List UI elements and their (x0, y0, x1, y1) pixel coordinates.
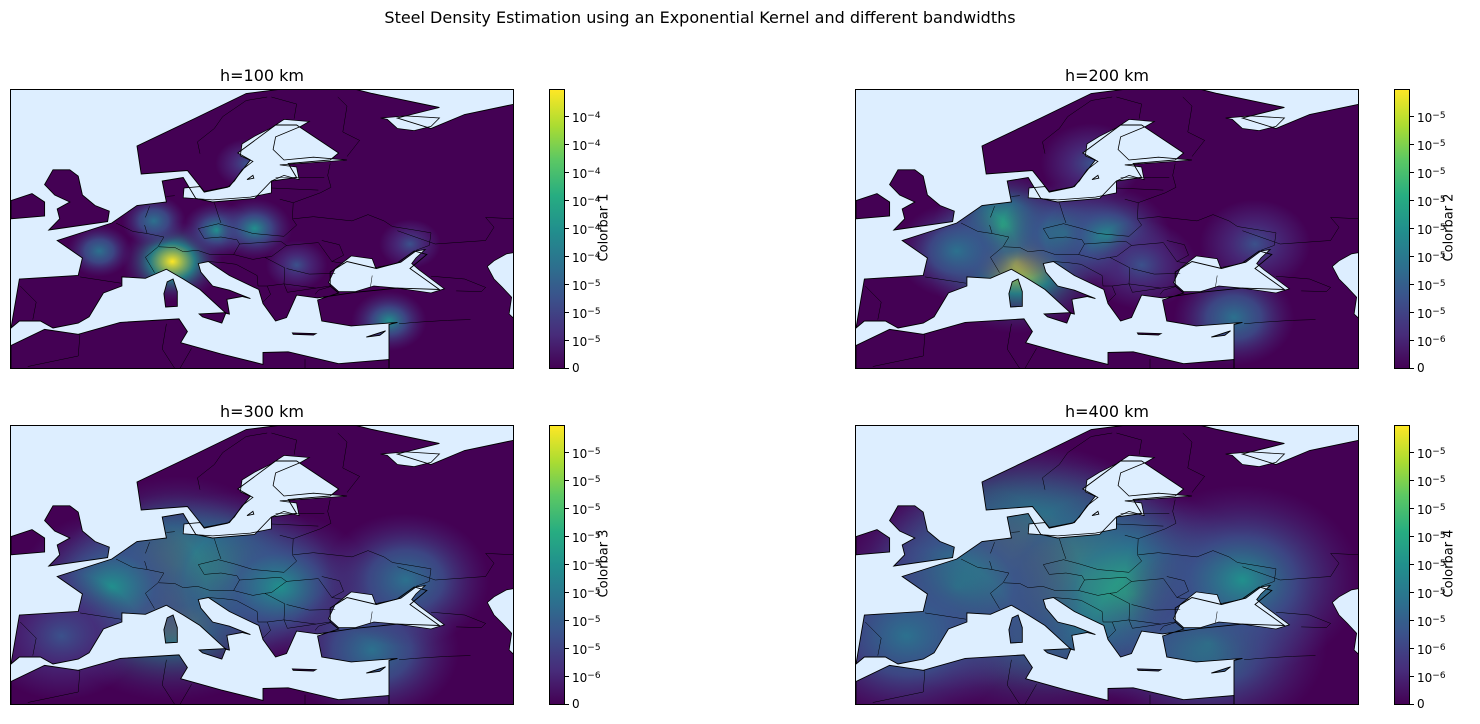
colorbar-tick-mark (1410, 200, 1414, 201)
colorbar-tick-label: 10−5 (1417, 279, 1446, 293)
colorbar-tick-mark (1410, 480, 1414, 481)
colorbar-tick-mark (1410, 648, 1414, 649)
colorbar-tick-mark (565, 256, 569, 257)
colorbar-tick-label: 10−4 (572, 195, 601, 209)
colorbar-tick-mark (565, 228, 569, 229)
density-hotspot (217, 198, 293, 259)
colorbar-tick-label: 0 (572, 361, 580, 375)
colorbar-tick-mark (1410, 704, 1414, 705)
colorbar-tick-mark (1410, 564, 1414, 565)
density-hotspot (856, 548, 1016, 704)
colorbar-tick-label: 10−6 (1417, 671, 1446, 685)
colorbar-tick-label: 10−5 (1417, 167, 1446, 181)
colorbar-tick-label: 10−5 (572, 531, 601, 545)
figure-title: Steel Density Estimation using an Expone… (384, 8, 1016, 27)
colorbar-tick-mark (565, 368, 569, 369)
colorbar-tick-label: 10−5 (1417, 251, 1446, 265)
colorbar-tick-mark (565, 284, 569, 285)
colorbar-tick-mark (565, 676, 569, 677)
density-hotspot (1086, 220, 1197, 310)
panel-2-map (855, 89, 1359, 369)
colorbar-tick-mark (1410, 172, 1414, 173)
colorbar-tick-label: 10−4 (572, 139, 601, 153)
colorbar-tick-label: 10−5 (572, 335, 601, 349)
colorbar-tick-mark (1410, 368, 1414, 369)
colorbar-tick-label: 10−4 (572, 167, 601, 181)
colorbar-tick-label: 10−5 (572, 503, 601, 517)
panel-4-map (855, 425, 1359, 705)
colorbar-tick-label: 10−5 (572, 587, 601, 601)
colorbar-tick-mark (565, 564, 569, 565)
colorbar-tick-label: 10−5 (1417, 223, 1446, 237)
colorbar-tick-label: 10−4 (572, 223, 601, 237)
colorbar-tick-label: 10−6 (1417, 643, 1446, 657)
colorbar-tick-label: 10−5 (572, 559, 601, 573)
colorbar-tick-mark (1410, 228, 1414, 229)
colorbar-4 (1394, 425, 1410, 705)
colorbar-tick-mark (1410, 676, 1414, 677)
colorbar-tick-label: 10−5 (572, 643, 601, 657)
colorbar-tick-mark (565, 200, 569, 201)
density-hotspot (121, 195, 186, 247)
colorbar-tick-mark (1410, 116, 1414, 117)
panel-4-title: h=400 km (1064, 402, 1150, 421)
colorbar-tick-mark (565, 116, 569, 117)
panel-3-map (10, 425, 514, 705)
colorbar-tick-mark (565, 452, 569, 453)
colorbar-1 (549, 89, 565, 369)
colorbar-tick-mark (1410, 144, 1414, 145)
colorbar-tick-label: 10−5 (1417, 111, 1446, 125)
colorbar-tick-label: 10−5 (1417, 559, 1446, 573)
colorbar-tick-mark (1410, 508, 1414, 509)
colorbar-tick-label: 10−5 (572, 307, 601, 321)
colorbar-tick-label: 10−5 (1417, 615, 1446, 629)
colorbar-tick-mark (565, 592, 569, 593)
colorbar-tick-label: 10−5 (1417, 503, 1446, 517)
colorbar-tick-label: 10−5 (1417, 475, 1446, 489)
colorbar-tick-label: 10−6 (1417, 335, 1446, 349)
colorbar-tick-mark (1410, 620, 1414, 621)
colorbar-tick-label: 10−5 (1417, 139, 1446, 153)
colorbar-tick-label: 10−5 (1417, 587, 1446, 601)
colorbar-tick-label: 10−6 (572, 671, 601, 685)
density-hotspot (265, 240, 328, 290)
colorbar-tick-mark (1410, 452, 1414, 453)
colorbar-tick-mark (1410, 340, 1414, 341)
panel-1-title: h=100 km (219, 66, 305, 85)
colorbar-tick-mark (565, 620, 569, 621)
colorbar-tick-mark (565, 480, 569, 481)
colorbar-2 (1394, 89, 1410, 369)
panel-2-title: h=200 km (1064, 66, 1150, 85)
colorbar-tick-mark (565, 312, 569, 313)
colorbar-3 (549, 425, 565, 705)
colorbar-tick-label: 10−5 (1417, 531, 1446, 545)
colorbar-tick-label: 10−5 (1417, 307, 1446, 321)
colorbar-tick-label: 10−5 (572, 475, 601, 489)
colorbar-tick-label: 10−5 (572, 279, 601, 293)
colorbar-tick-mark (565, 144, 569, 145)
colorbar-tick-label: 10−4 (572, 111, 601, 125)
colorbar-tick-mark (565, 648, 569, 649)
colorbar-tick-mark (565, 172, 569, 173)
colorbar-tick-label: 10−5 (1417, 195, 1446, 209)
colorbar-tick-label: 10−5 (1417, 447, 1446, 461)
colorbar-tick-label: 10−5 (572, 447, 601, 461)
colorbar-tick-label: 0 (572, 697, 580, 711)
colorbar-tick-mark (565, 340, 569, 341)
panel-1-map (10, 89, 514, 369)
colorbar-tick-label: 10−4 (572, 251, 601, 265)
colorbar-tick-mark (565, 536, 569, 537)
colorbar-tick-mark (565, 508, 569, 509)
colorbar-tick-mark (1410, 312, 1414, 313)
density-hotspot (67, 225, 132, 277)
colorbar-tick-mark (1410, 536, 1414, 537)
colorbar-tick-label: 0 (1417, 361, 1425, 375)
colorbar-tick-label: 0 (1417, 697, 1425, 711)
colorbar-tick-mark (1410, 592, 1414, 593)
colorbar-tick-mark (1410, 256, 1414, 257)
panel-3-title: h=300 km (219, 402, 305, 421)
colorbar-tick-label: 10−5 (572, 615, 601, 629)
colorbar-tick-mark (565, 704, 569, 705)
colorbar-tick-mark (1410, 284, 1414, 285)
